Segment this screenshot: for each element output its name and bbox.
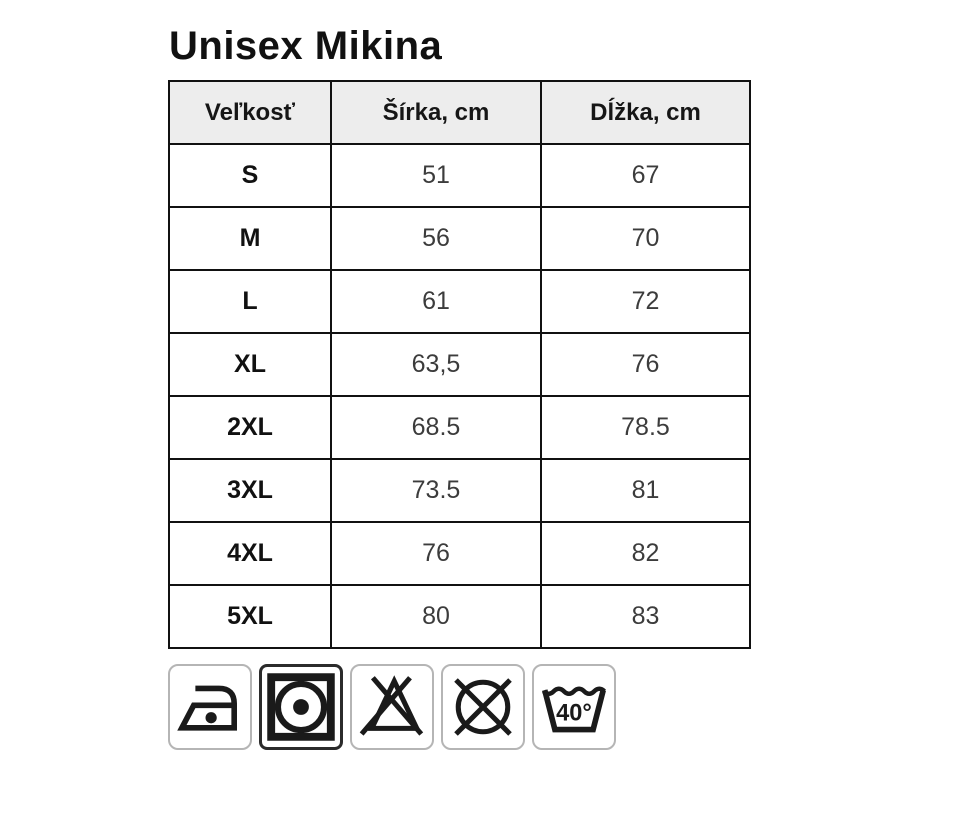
table-row: 2XL 68.5 78.5 (168, 395, 751, 460)
table-row: M 56 70 (168, 206, 751, 271)
size-table: Veľkosť Šírka, cm Dĺžka, cm S 51 67 M 56… (168, 80, 751, 649)
length-value: 83 (540, 584, 751, 649)
iron-low-temperature-icon (168, 664, 252, 750)
width-value: 63,5 (330, 332, 542, 397)
size-label: 2XL (168, 395, 332, 460)
length-value: 78.5 (540, 395, 751, 460)
width-value: 73.5 (330, 458, 542, 523)
width-value: 76 (330, 521, 542, 586)
size-label: M (168, 206, 332, 271)
size-label: 5XL (168, 584, 332, 649)
size-label: XL (168, 332, 332, 397)
size-label: L (168, 269, 332, 334)
care-instructions-row: 40° (168, 664, 960, 750)
width-value: 80 (330, 584, 542, 649)
table-row: XL 63,5 76 (168, 332, 751, 397)
do-not-bleach-icon (350, 664, 434, 750)
size-label: 4XL (168, 521, 332, 586)
length-value: 70 (540, 206, 751, 271)
table-header-row: Veľkosť Šírka, cm Dĺžka, cm (168, 80, 751, 145)
width-value: 61 (330, 269, 542, 334)
length-value: 67 (540, 143, 751, 208)
page-title: Unisex Mikina (169, 24, 443, 68)
length-value: 81 (540, 458, 751, 523)
table-row: 5XL 80 83 (168, 584, 751, 649)
wash-temperature-label: 40° (556, 701, 592, 727)
table-row: L 61 72 (168, 269, 751, 334)
header-length: Dĺžka, cm (540, 80, 751, 145)
size-label: 3XL (168, 458, 332, 523)
length-value: 76 (540, 332, 751, 397)
header-width: Šírka, cm (330, 80, 542, 145)
tumble-dry-icon (259, 664, 343, 750)
width-value: 68.5 (330, 395, 542, 460)
table-row: 4XL 76 82 (168, 521, 751, 586)
table-row: 3XL 73.5 81 (168, 458, 751, 523)
table-row: S 51 67 (168, 143, 751, 208)
header-size: Veľkosť (168, 80, 332, 145)
size-label: S (168, 143, 332, 208)
length-value: 72 (540, 269, 751, 334)
size-chart-page: Unisex Mikina Veľkosť Šírka, cm Dĺžka, c… (168, 24, 960, 750)
width-value: 51 (330, 143, 542, 208)
width-value: 56 (330, 206, 542, 271)
length-value: 82 (540, 521, 751, 586)
wash-40-degrees-icon: 40° (532, 664, 616, 750)
do-not-dry-clean-icon (441, 664, 525, 750)
